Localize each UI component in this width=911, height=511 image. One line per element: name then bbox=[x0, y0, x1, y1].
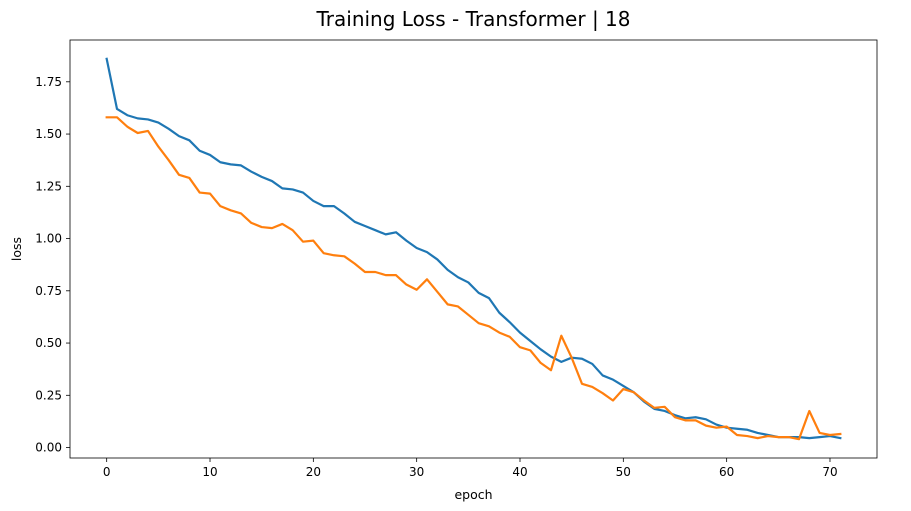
y-axis-ticks: 0.00 0.25 0.50 0.75 1.00 1.25 1.50 1.75 bbox=[35, 75, 70, 455]
x-tick-label: 50 bbox=[616, 465, 631, 479]
chart-title: Training Loss - Transformer | 18 bbox=[316, 7, 631, 31]
y-tick-label: 0.00 bbox=[35, 441, 62, 455]
axes-frame bbox=[69, 39, 878, 459]
x-tick-label: 60 bbox=[719, 465, 734, 479]
series-line-2 bbox=[105, 116, 842, 441]
y-tick-label: 0.25 bbox=[35, 388, 62, 402]
x-tick-label: 40 bbox=[512, 465, 527, 479]
x-tick-label: 10 bbox=[202, 465, 217, 479]
x-tick-label: 20 bbox=[306, 465, 321, 479]
y-tick-label: 1.25 bbox=[35, 179, 62, 193]
series-layer bbox=[105, 57, 842, 441]
y-tick-label: 0.50 bbox=[35, 336, 62, 350]
series-line-1 bbox=[105, 57, 842, 440]
x-tick-label: 30 bbox=[409, 465, 424, 479]
y-tick-label: 1.50 bbox=[35, 127, 62, 141]
y-tick-label: 1.75 bbox=[35, 75, 62, 89]
y-tick-label: 1.00 bbox=[35, 232, 62, 246]
y-tick-label: 0.75 bbox=[35, 284, 62, 298]
x-tick-label: 70 bbox=[822, 465, 837, 479]
x-axis-label: epoch bbox=[454, 487, 492, 502]
y-axis-label: loss bbox=[9, 237, 24, 261]
x-tick-label: 0 bbox=[103, 465, 111, 479]
x-axis-ticks: 0 10 20 30 40 50 60 70 bbox=[103, 458, 838, 479]
